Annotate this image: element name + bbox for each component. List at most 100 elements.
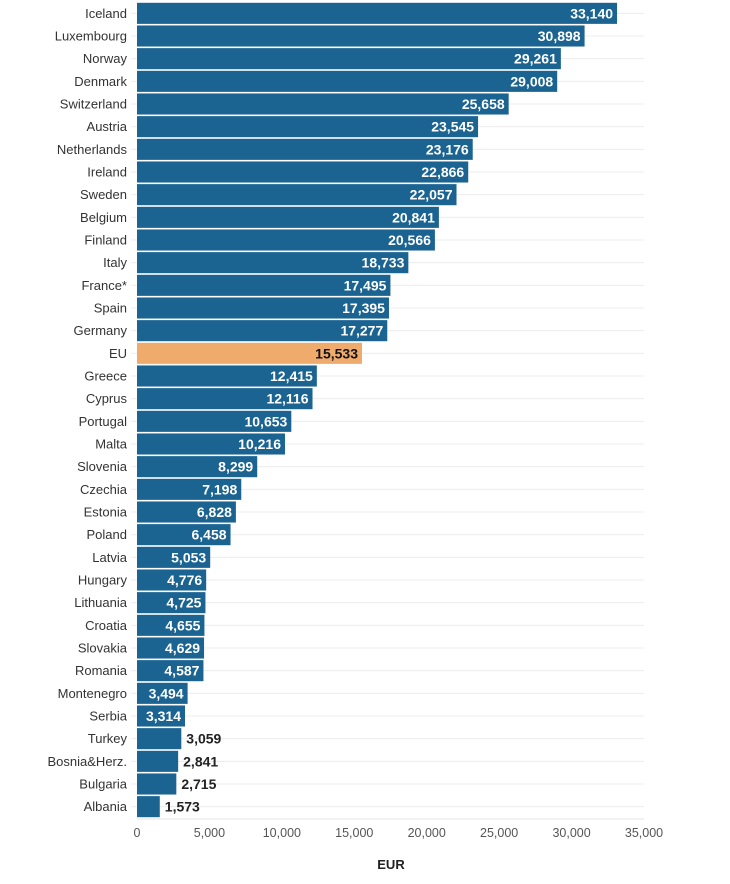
bar-belgium — [137, 206, 439, 228]
value-label: 4,655 — [165, 617, 200, 633]
value-label: 22,057 — [410, 187, 453, 203]
value-label: 15,533 — [315, 345, 358, 361]
bar-slovenia — [137, 456, 258, 478]
category-label: Bulgaria — [79, 777, 127, 792]
value-label: 17,277 — [340, 323, 383, 339]
category-label: Romania — [75, 663, 128, 678]
bar-ireland — [137, 161, 469, 183]
value-label: 1,573 — [165, 799, 200, 815]
category-label: Poland — [87, 527, 127, 542]
category-label: Portugal — [79, 414, 128, 429]
bar-malta — [137, 433, 285, 455]
value-label: 2,715 — [181, 776, 216, 792]
value-label: 23,176 — [426, 141, 469, 157]
value-label: 29,261 — [514, 51, 557, 67]
category-label: France* — [81, 278, 127, 293]
value-label: 3,059 — [186, 731, 221, 747]
category-label: Croatia — [85, 618, 128, 633]
category-label: Estonia — [84, 505, 128, 520]
category-label: Spain — [94, 301, 127, 316]
value-label: 4,629 — [165, 640, 200, 656]
category-label: Albania — [84, 799, 128, 814]
value-label: 22,866 — [421, 164, 464, 180]
x-axis-title: EUR — [377, 857, 405, 872]
bar-eu — [137, 342, 363, 364]
bar-luxembourg — [137, 25, 585, 47]
value-label: 18,733 — [362, 255, 405, 271]
bar-czechia — [137, 478, 242, 500]
category-label: Norway — [83, 51, 128, 66]
value-label: 29,008 — [510, 73, 553, 89]
category-label: Cyprus — [86, 391, 128, 406]
x-tick-label: 0 — [134, 826, 141, 840]
bar-estonia — [137, 501, 236, 523]
category-label: Latvia — [92, 550, 127, 565]
category-label: Finland — [84, 233, 127, 248]
x-tick-label: 5,000 — [194, 826, 225, 840]
value-label: 20,566 — [388, 232, 431, 248]
bar-latvia — [137, 546, 211, 568]
category-label: Belgium — [80, 210, 127, 225]
x-tick-label: 10,000 — [263, 826, 301, 840]
value-labels: 33,140 30,898 29,261 29,008 25,658 23,545 23,1… — [146, 5, 613, 814]
value-label: 12,415 — [270, 368, 313, 384]
value-label: 17,495 — [344, 277, 387, 293]
category-label: Austria — [87, 119, 128, 134]
bar-switzerland — [137, 93, 509, 115]
bar-bosnia-herz- — [137, 750, 179, 772]
bar-turkey — [137, 728, 182, 750]
bar-austria — [137, 116, 479, 138]
value-label: 5,053 — [171, 549, 206, 565]
category-label: Lithuania — [74, 595, 128, 610]
bar-sweden — [137, 184, 457, 206]
bar-montenegro — [137, 682, 188, 704]
bar-norway — [137, 48, 561, 70]
category-label: Germany — [74, 323, 128, 338]
category-label: Montenegro — [58, 686, 127, 701]
category-label: Turkey — [88, 731, 128, 746]
bar-france- — [137, 274, 391, 296]
x-tick-label: 35,000 — [625, 826, 663, 840]
value-label: 3,494 — [149, 685, 184, 701]
category-label: EU — [109, 346, 127, 361]
bar-croatia — [137, 614, 205, 636]
value-label: 6,828 — [197, 504, 232, 520]
bar-poland — [137, 524, 231, 546]
category-label: Sweden — [80, 187, 127, 202]
value-label: 6,458 — [192, 527, 227, 543]
x-tick-label: 15,000 — [335, 826, 373, 840]
bar-cyprus — [137, 388, 313, 410]
category-label: Slovenia — [77, 459, 128, 474]
category-labels: Iceland Luxembourg Norway Denmark Switzerlan… — [48, 6, 128, 814]
bar-lithuania — [137, 592, 206, 614]
value-label: 33,140 — [570, 5, 613, 21]
category-label: Netherlands — [57, 142, 128, 157]
bar-denmark — [137, 70, 558, 92]
value-label: 17,395 — [342, 300, 385, 316]
bar-portugal — [137, 410, 292, 432]
value-label: 2,841 — [183, 753, 218, 769]
bar-hungary — [137, 569, 207, 591]
category-label: Czechia — [80, 482, 128, 497]
x-tick-label: 20,000 — [408, 826, 446, 840]
value-label: 25,658 — [462, 96, 505, 112]
bar-albania — [137, 796, 160, 818]
bar-spain — [137, 297, 389, 319]
category-label: Greece — [84, 369, 127, 384]
value-label: 8,299 — [218, 459, 253, 475]
value-label: 30,898 — [538, 28, 581, 44]
value-label: 23,545 — [431, 119, 474, 135]
category-label: Ireland — [87, 165, 127, 180]
value-label: 10,653 — [244, 413, 287, 429]
bar-iceland — [137, 2, 618, 24]
value-label: 4,776 — [167, 572, 202, 588]
bar-serbia — [137, 705, 186, 727]
value-label: 10,216 — [238, 436, 281, 452]
bar-bulgaria — [137, 773, 177, 795]
category-label: Slovakia — [78, 641, 128, 656]
category-label: Bosnia&Herz. — [48, 754, 127, 769]
category-label: Denmark — [74, 74, 127, 89]
bar-greece — [137, 365, 317, 387]
bar-slovakia — [137, 637, 205, 659]
